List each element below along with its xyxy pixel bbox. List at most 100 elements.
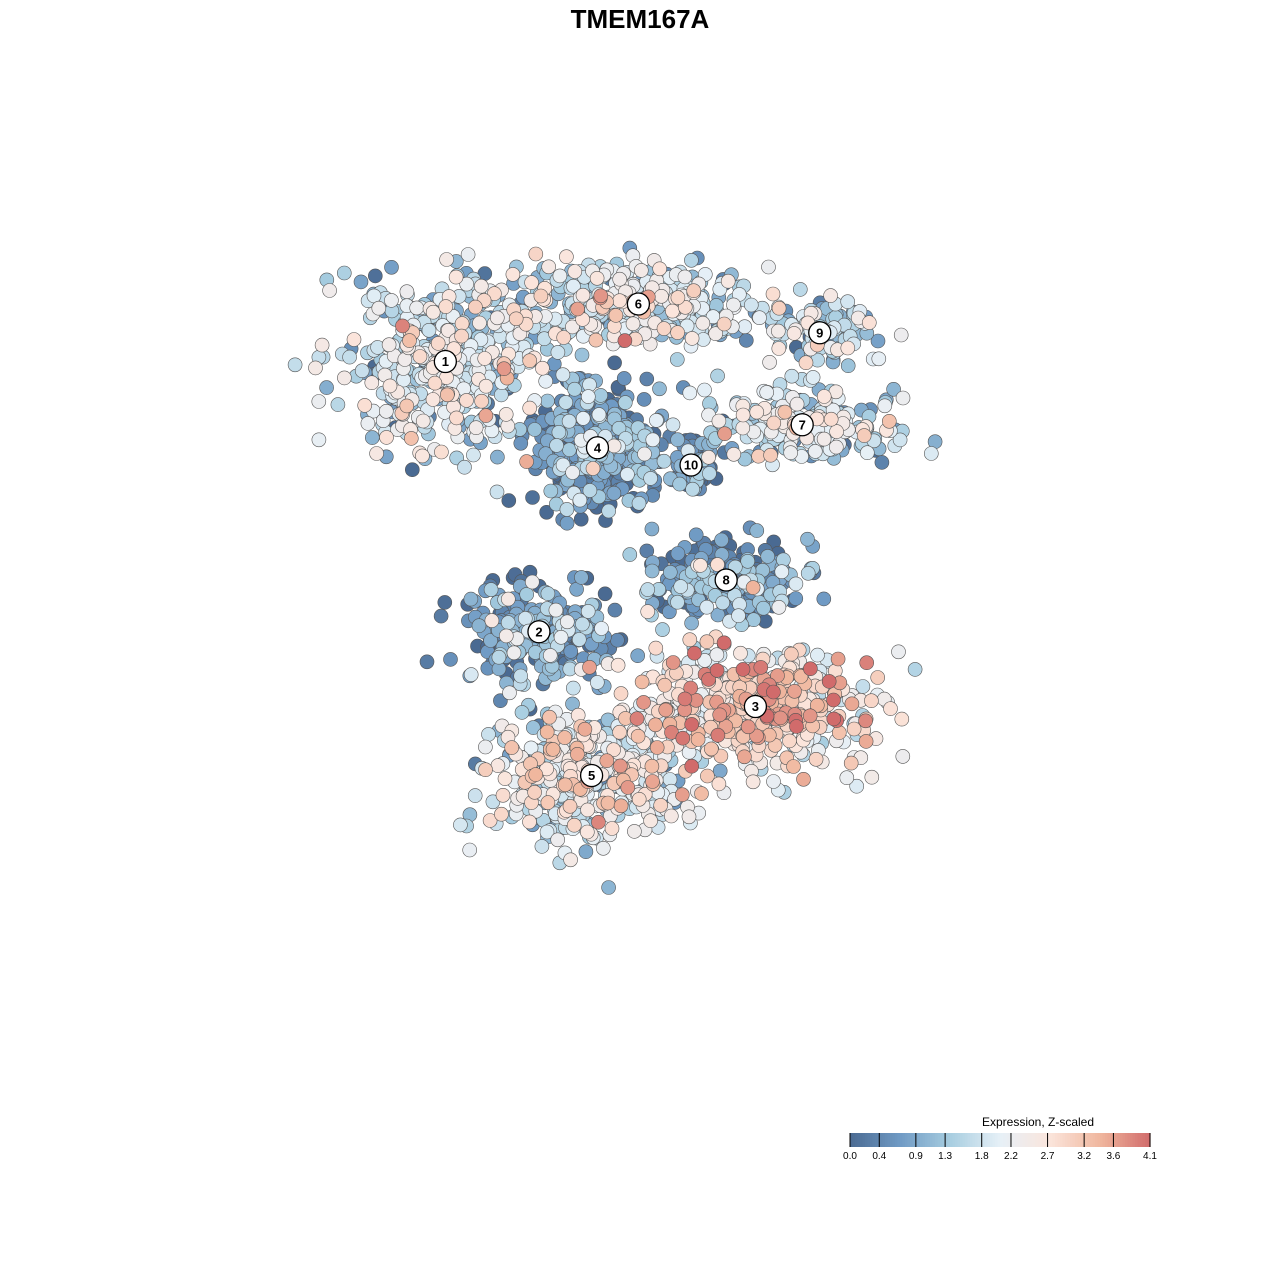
cell-point <box>454 316 470 331</box>
colorbar-segment <box>940 1133 944 1147</box>
cluster-label-10: 10 <box>679 453 703 477</box>
cell-point <box>542 648 558 663</box>
cell-point <box>443 652 458 667</box>
cell-point <box>699 634 715 650</box>
svg-text:5: 5 <box>588 768 595 783</box>
cell-point <box>524 275 539 290</box>
cell-point <box>495 787 511 803</box>
cell-point <box>538 373 554 389</box>
cell-point <box>710 727 726 743</box>
cell-point <box>498 628 514 644</box>
cell-point <box>478 739 493 755</box>
cell-point <box>483 582 499 597</box>
cell-point <box>384 293 399 308</box>
cell-point <box>541 259 557 275</box>
colorbar-segment <box>1135 1133 1139 1147</box>
colorbar-segment <box>1110 1133 1114 1147</box>
cell-point <box>610 657 626 673</box>
cell-point <box>858 713 873 729</box>
colorbar-segment <box>972 1133 976 1147</box>
cell-point <box>826 711 842 727</box>
cluster-labels-layer: 1 2 3 4 5 6 7 8 9 10 <box>433 292 832 788</box>
cell-point <box>816 591 832 607</box>
cell-point <box>553 629 569 645</box>
cell-point <box>652 381 667 397</box>
cell-point <box>342 349 357 365</box>
cell-point <box>557 777 573 793</box>
cell-point <box>677 299 693 315</box>
colorbar-segment <box>1007 1133 1011 1147</box>
cell-point <box>830 651 846 667</box>
cluster-label-2: 2 <box>527 620 551 644</box>
cell-point <box>859 655 875 671</box>
cell-point <box>665 655 681 670</box>
cell-point <box>552 268 568 284</box>
cell-point <box>519 587 535 602</box>
cell-point <box>562 798 578 814</box>
cell-point <box>513 435 529 451</box>
colorbar-segment <box>967 1133 971 1147</box>
colorbar-tick-label: 0.0 <box>843 1151 857 1162</box>
cell-point <box>287 357 303 373</box>
colorbar-segment <box>932 1133 936 1147</box>
colorbar-segment <box>1010 1133 1014 1147</box>
colorbar-segment <box>1050 1133 1054 1147</box>
cell-point <box>709 663 725 678</box>
cell-point <box>798 355 814 371</box>
cell-point <box>684 615 699 631</box>
colorbar-segment <box>1012 1133 1016 1147</box>
cell-point <box>783 646 799 662</box>
cell-point <box>808 751 824 767</box>
cell-point <box>648 717 663 733</box>
cell-point <box>555 367 571 383</box>
colorbar-segment <box>997 1133 1001 1147</box>
chart-title: TMEM167A <box>570 4 710 34</box>
cell-point <box>481 727 496 742</box>
cell-point <box>639 543 655 559</box>
cell-point <box>856 428 872 443</box>
cell-point <box>907 662 923 677</box>
cell-point <box>881 413 897 429</box>
cell-point <box>559 515 575 531</box>
colorbar-segment <box>1092 1133 1096 1147</box>
cell-point <box>653 797 669 813</box>
cell-point <box>923 446 939 461</box>
cell-point <box>765 286 781 302</box>
cell-point <box>874 455 890 470</box>
cell-point <box>308 360 323 376</box>
cell-point <box>749 404 765 420</box>
cell-point <box>489 310 505 326</box>
cell-point <box>514 705 530 720</box>
cell-point <box>656 453 672 469</box>
cell-point <box>487 286 502 301</box>
cell-point <box>821 674 837 689</box>
colorbar-segment <box>962 1133 966 1147</box>
cell-point <box>459 393 474 408</box>
cell-point <box>506 645 522 661</box>
cell-point <box>582 483 598 498</box>
colorbar-segment <box>907 1133 911 1147</box>
cell-point <box>607 355 622 371</box>
cell-point <box>613 758 628 774</box>
colorbar-segment <box>1117 1133 1121 1147</box>
cell-point <box>612 724 627 740</box>
colorbar-segment <box>1140 1133 1144 1147</box>
cell-point <box>559 502 575 517</box>
cell-point <box>796 771 811 787</box>
colorbar-segment <box>892 1133 896 1147</box>
colorbar-segment <box>1090 1133 1094 1147</box>
cell-point <box>580 802 595 818</box>
cell-point <box>336 265 352 281</box>
colorbar-segment <box>885 1133 889 1147</box>
cell-point <box>695 315 711 331</box>
cell-point <box>786 759 801 774</box>
colorbar-segment <box>1062 1133 1066 1147</box>
colorbar-segment <box>895 1133 899 1147</box>
cell-point <box>527 422 543 437</box>
cell-point <box>712 707 728 723</box>
cell-point <box>421 322 437 338</box>
cell-point <box>477 351 493 366</box>
colorbar-segment <box>1017 1133 1021 1147</box>
colorbar-segment <box>950 1133 954 1147</box>
cell-point <box>563 852 578 868</box>
